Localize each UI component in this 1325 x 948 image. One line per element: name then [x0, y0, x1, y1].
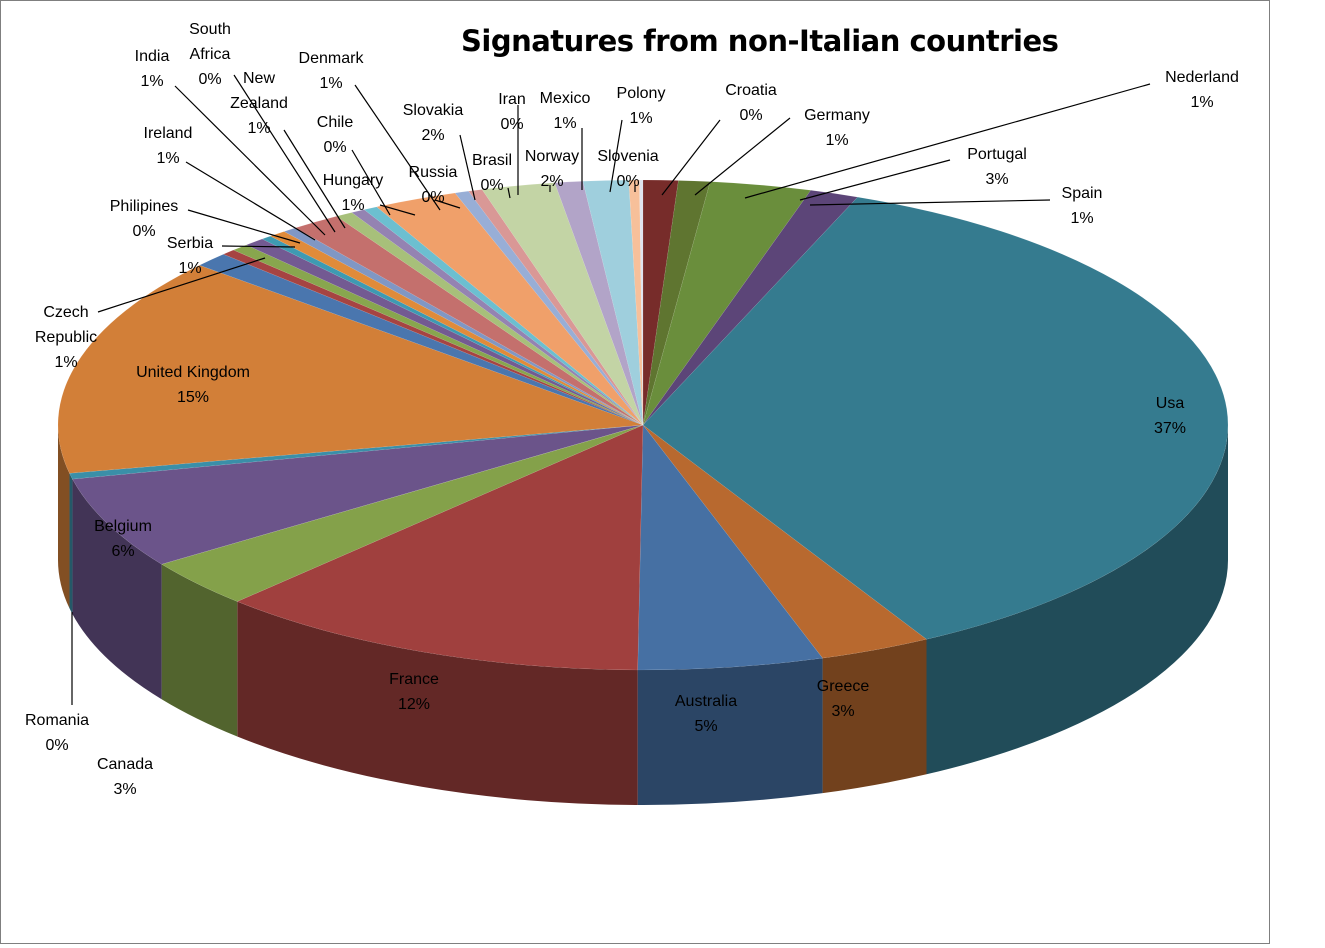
label-usa: Usa 37%	[1154, 395, 1186, 437]
label-slovakia: Slovakia 2%	[403, 102, 464, 144]
label-romania: Romania 0%	[25, 712, 89, 754]
label-portugal: Portugal 3%	[967, 146, 1027, 188]
leader-ireland	[185, 161, 316, 241]
slice-usa	[642, 196, 1229, 640]
leader-philipines	[187, 209, 301, 244]
slice-new-zealand	[269, 231, 644, 426]
slice-side-canada	[161, 564, 238, 737]
label-germany: Germany 1%	[804, 107, 870, 149]
slice-slovenia-pad	[628, 179, 644, 426]
label-ireland: Ireland 1%	[144, 125, 193, 167]
leader-germany	[694, 117, 791, 196]
leader-chile	[351, 149, 391, 216]
leader-brasil	[507, 187, 511, 199]
slice-side-united-kingdom	[58, 425, 70, 609]
label-spain: Spain 1%	[1062, 185, 1103, 227]
leader-india	[174, 85, 326, 236]
leader-croatia	[661, 119, 721, 196]
leader-nederland	[744, 83, 1151, 199]
slice-mexico	[468, 189, 644, 426]
label-australia: Australia 5%	[675, 693, 737, 735]
label-norway: Norway 2%	[525, 148, 579, 190]
leader-lines	[71, 74, 1151, 705]
label-united-kingdom: United Kingdom 15%	[136, 364, 250, 406]
slice-australia	[637, 424, 824, 671]
slice-germany	[642, 179, 679, 426]
label-serbia: Serbia 1%	[167, 235, 213, 277]
chart-title-text: Signatures from non-Italian countries	[461, 24, 1059, 58]
slice-romania	[161, 424, 644, 565]
label-mexico: Mexico 1%	[540, 90, 591, 132]
label-south-africa: South Africa 0%	[189, 21, 231, 88]
slice-side-czech-republic	[69, 473, 73, 615]
slice-side-australia	[637, 658, 823, 805]
leader-russia	[434, 199, 461, 209]
leader-spain	[809, 199, 1051, 206]
label-czech-republic: Czech Republic 1%	[35, 304, 97, 371]
label-slovenia: Slovenia 0%	[597, 148, 658, 190]
leader-hungary	[379, 204, 416, 216]
slice-philipines	[222, 249, 644, 426]
slice-denmark	[335, 212, 644, 426]
label-chile: Chile 0%	[317, 114, 354, 156]
slice-side-belgium	[72, 479, 162, 700]
slice-slovenia	[582, 179, 644, 426]
pie-sides	[58, 425, 1228, 805]
slice-nederland	[642, 180, 711, 426]
slice-south-africa	[261, 235, 644, 426]
label-belgium: Belgium 6%	[94, 518, 152, 560]
label-brasil: Brasil 0%	[472, 152, 512, 194]
slice-side-france	[237, 601, 638, 805]
label-canada: Canada 3%	[97, 756, 153, 798]
label-russia: Russia 0%	[409, 164, 458, 206]
slice-polony	[554, 181, 644, 426]
leader-serbia	[221, 245, 296, 248]
label-new-zealand: New Zealand 1%	[230, 70, 288, 137]
leader-south-africa	[233, 74, 336, 233]
slice-slovenia-pad2	[639, 179, 644, 426]
label-polony: Polony 1%	[617, 85, 666, 127]
slice-portugal	[642, 181, 812, 426]
slice-iran	[454, 190, 644, 426]
label-hungary: Hungary 1%	[323, 172, 383, 214]
slice-greece	[642, 424, 928, 659]
slice-brasil	[376, 192, 644, 426]
slice-spain	[642, 190, 859, 426]
slice-india	[245, 238, 644, 426]
slice-russia	[351, 209, 644, 426]
label-denmark: Denmark 1%	[299, 50, 365, 92]
label-greece: Greece 3%	[817, 678, 870, 720]
slice-ireland	[232, 244, 644, 426]
leader-denmark	[354, 84, 441, 211]
slice-slovakia	[363, 206, 644, 426]
slice-belgium	[72, 424, 644, 565]
leader-portugal	[799, 159, 951, 201]
leader-polony	[609, 119, 623, 193]
leader-new-zealand	[283, 129, 346, 229]
slice-side-greece	[822, 639, 927, 794]
slice-labels: Croatia 0% Germany 1% Nederland 1% Portugal 3% S…	[25, 21, 1239, 798]
label-philipines: Philipines 0%	[110, 198, 178, 240]
slice-serbia	[198, 253, 644, 426]
label-croatia: Croatia 0%	[725, 82, 777, 124]
leader-czech-republic	[97, 257, 266, 313]
slice-side-usa	[926, 425, 1228, 775]
label-iran: Iran 0%	[498, 91, 526, 133]
label-france: France 12%	[389, 671, 439, 713]
slice-czech-republic	[69, 424, 644, 480]
slice-france	[236, 424, 644, 671]
pie-tops	[57, 179, 1229, 671]
label-nederland: Nederland 1%	[1165, 69, 1239, 111]
label-india: India 1%	[135, 48, 170, 90]
leader-slovakia	[459, 134, 476, 201]
slice-canada	[161, 424, 644, 602]
slice-united-kingdom	[57, 264, 644, 474]
